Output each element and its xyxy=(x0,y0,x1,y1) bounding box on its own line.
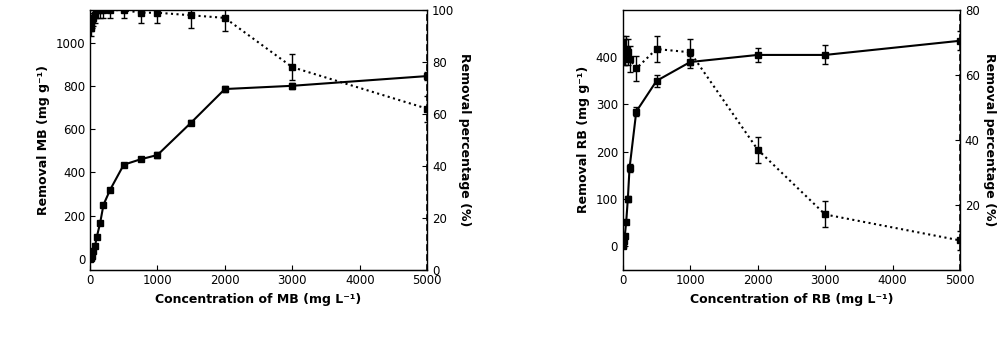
X-axis label: Concentration of MB (mg L⁻¹): Concentration of MB (mg L⁻¹) xyxy=(155,293,362,306)
Y-axis label: Removal RB (mg g⁻¹): Removal RB (mg g⁻¹) xyxy=(577,66,590,213)
Y-axis label: Removal MB (mg g⁻¹): Removal MB (mg g⁻¹) xyxy=(37,65,50,215)
X-axis label: Concentration of RB (mg L⁻¹): Concentration of RB (mg L⁻¹) xyxy=(690,293,893,306)
Y-axis label: Removal percentage (%): Removal percentage (%) xyxy=(458,53,471,226)
Y-axis label: Removal percentage (%): Removal percentage (%) xyxy=(983,53,996,226)
